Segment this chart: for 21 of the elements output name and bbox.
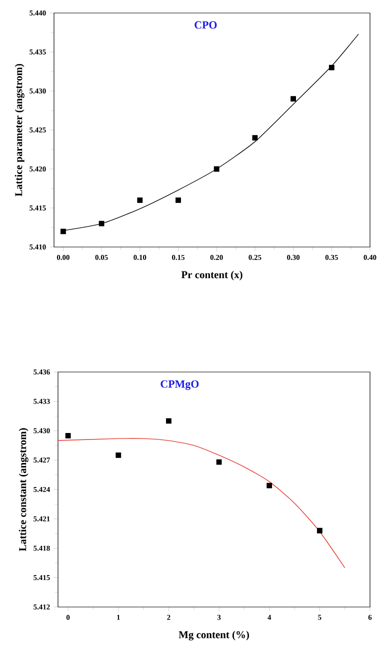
- y-axis-title: Lattice constant (angstrom): [18, 428, 28, 552]
- line-series: [58, 438, 346, 568]
- point: [290, 96, 296, 102]
- point: [137, 197, 143, 203]
- point: [98, 220, 104, 226]
- point: [328, 64, 334, 70]
- x-axis-title: Mg content (%): [178, 630, 249, 640]
- point: [116, 452, 122, 458]
- point: [216, 459, 222, 465]
- annotation: CPO: [194, 21, 217, 29]
- annotation: CPMgO: [160, 380, 199, 390]
- x-axis-title: Pr content (x): [181, 270, 242, 280]
- y-axis-title: Lattice parameter (angstrom): [14, 64, 24, 196]
- point: [166, 418, 172, 424]
- point: [316, 528, 322, 534]
- point: [214, 166, 220, 172]
- point: [266, 482, 272, 488]
- point: [176, 197, 181, 203]
- point: [252, 135, 258, 140]
- point: [60, 228, 66, 234]
- point: [65, 432, 71, 438]
